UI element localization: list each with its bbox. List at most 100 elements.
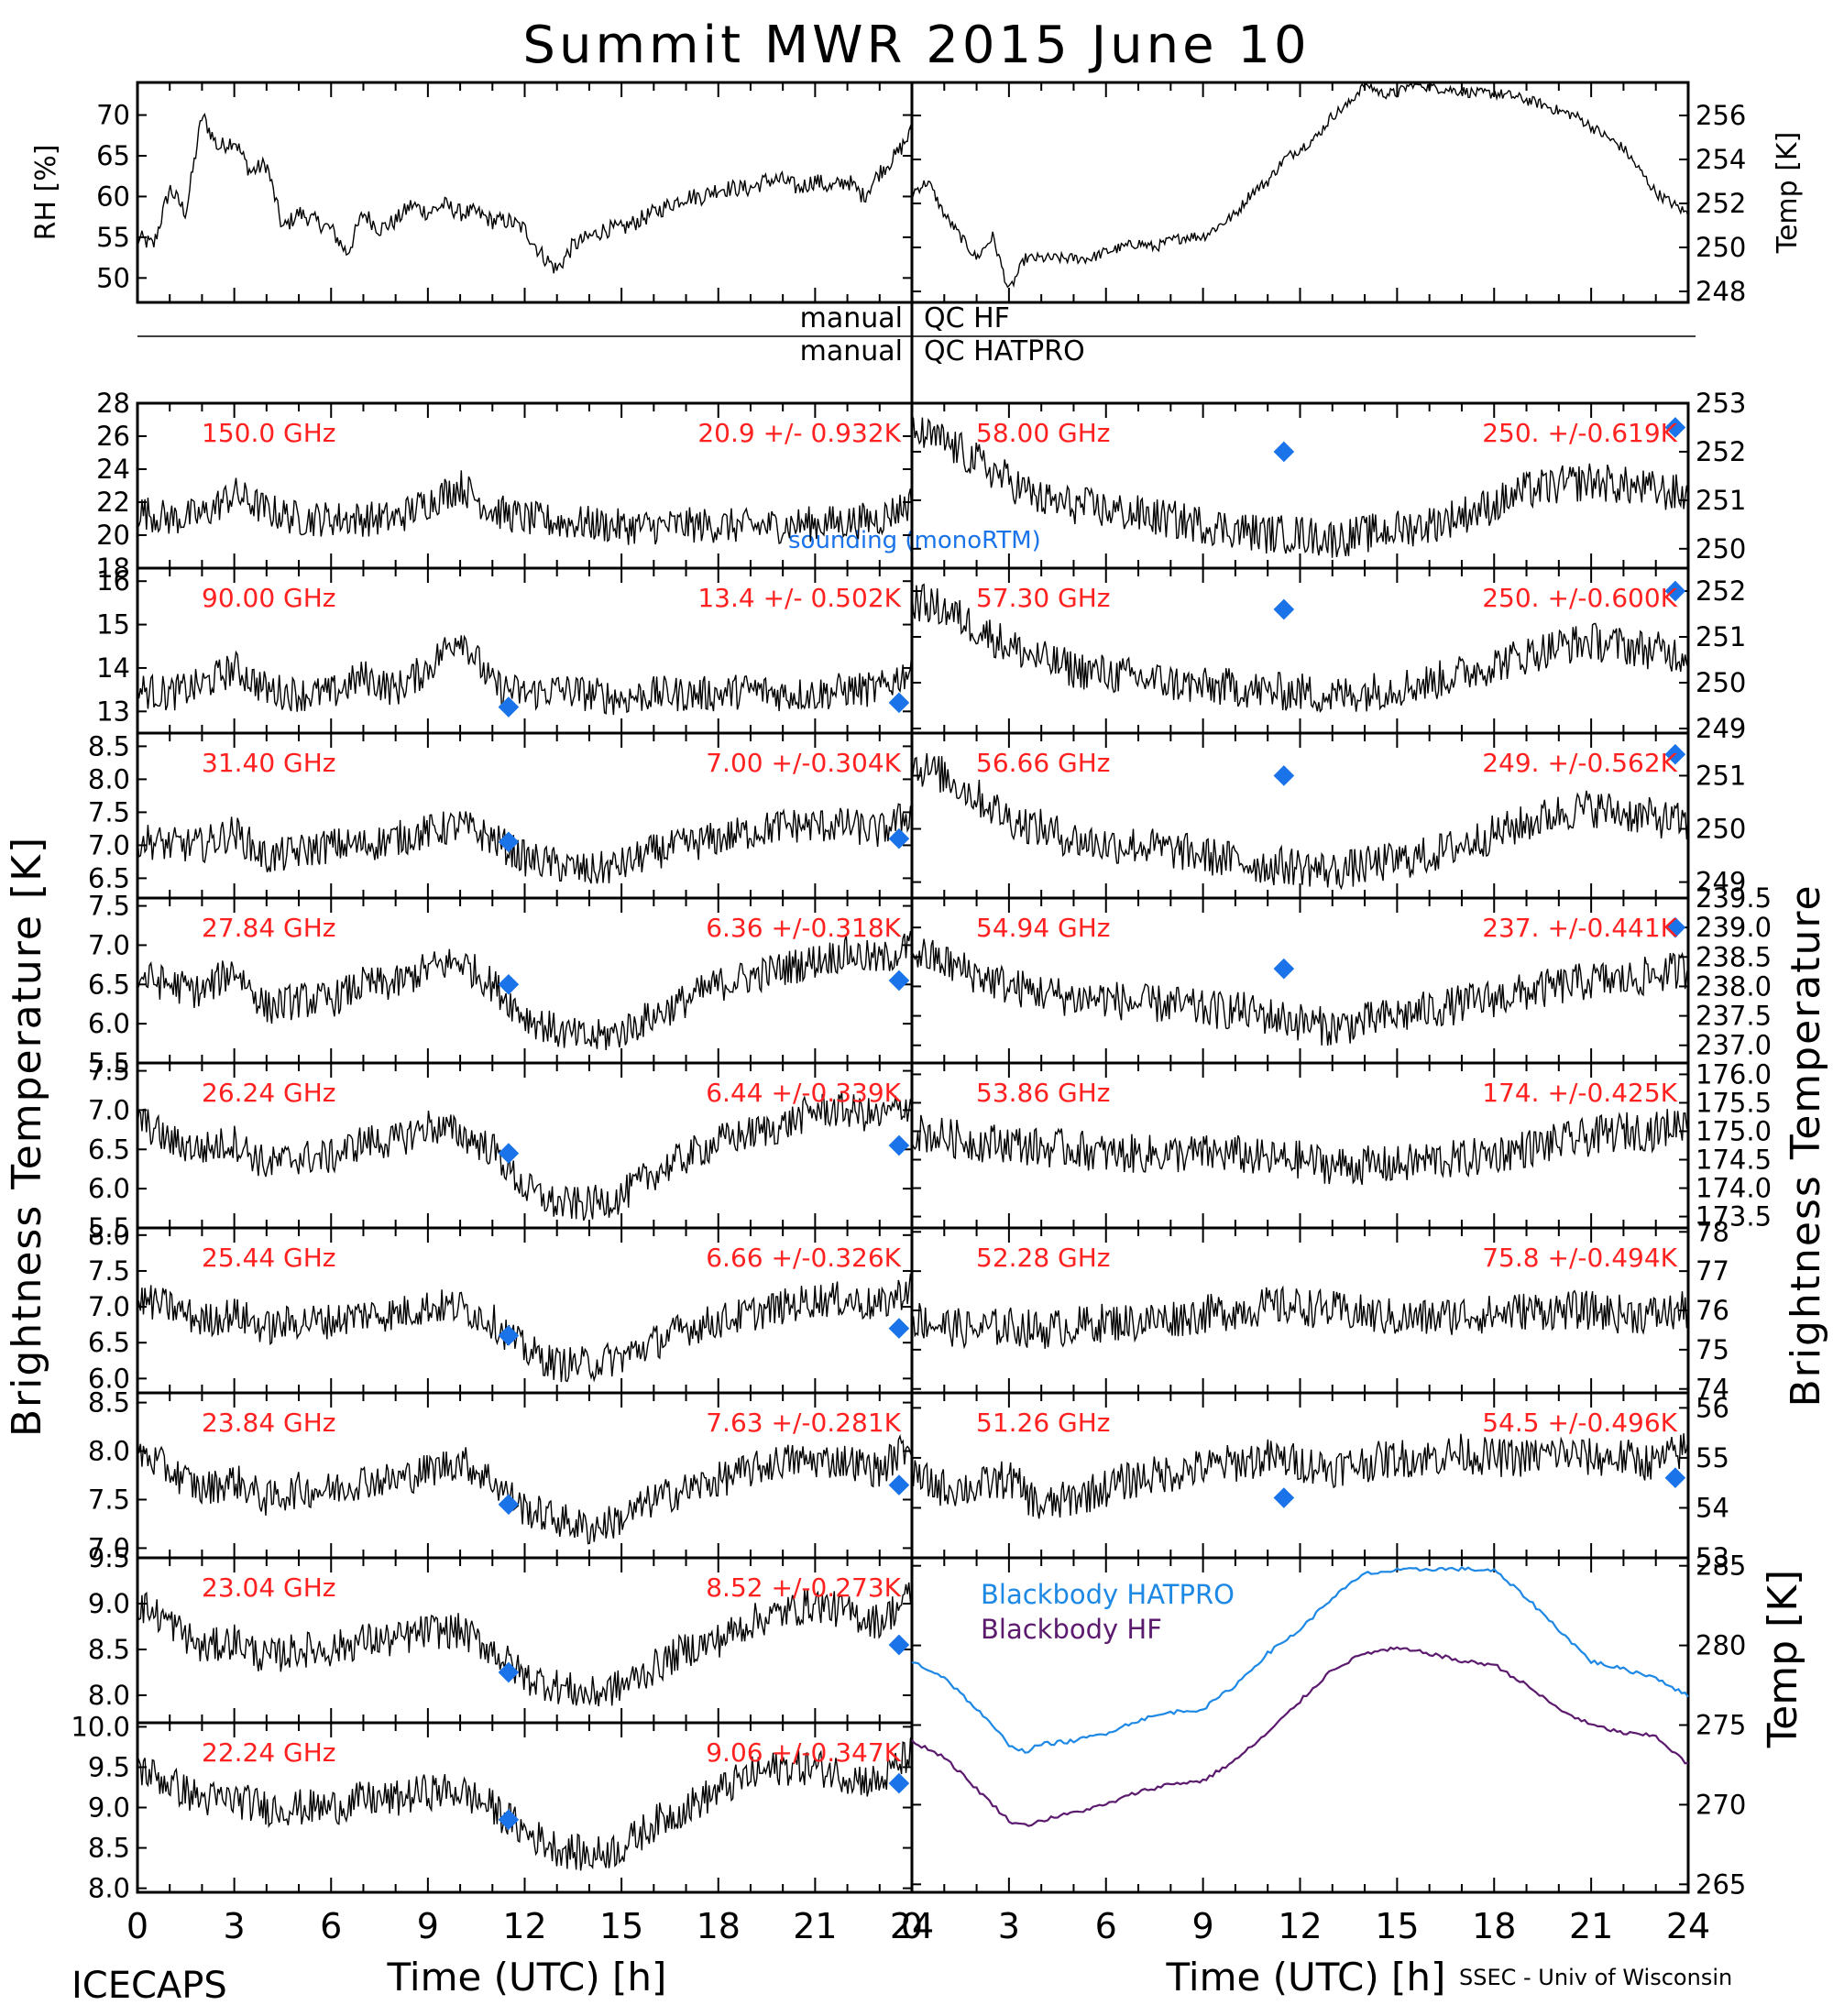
y-tick-label: 7.0 bbox=[88, 829, 130, 860]
x-tick-label-right: 0 bbox=[901, 1906, 923, 1946]
y-tick-label: 250 bbox=[1696, 232, 1746, 263]
y-tick-label: 24 bbox=[96, 454, 130, 485]
x-tick-label-left: 18 bbox=[697, 1906, 741, 1946]
y-tick-label: 26 bbox=[96, 421, 130, 452]
y-tick-label: 239.5 bbox=[1696, 882, 1772, 914]
y-tick-label: 6.0 bbox=[88, 1008, 130, 1039]
y-tick-label: 50 bbox=[96, 262, 130, 293]
y-tick-label: 78 bbox=[1696, 1216, 1729, 1247]
channel-frequency-label: 150.0 GHz bbox=[202, 418, 336, 448]
channel-frequency-label: 25.44 GHz bbox=[202, 1243, 336, 1273]
sounding-marker bbox=[1273, 765, 1295, 786]
y-tick-label: 28 bbox=[96, 388, 130, 419]
channel-frequency-label: 26.24 GHz bbox=[202, 1078, 336, 1108]
y-tick-label: 18 bbox=[96, 553, 130, 584]
y-tick-label: 22 bbox=[96, 487, 130, 518]
y-tick-label: 238.0 bbox=[1696, 970, 1772, 1002]
channel-stat-label: 250. +/-0.600K bbox=[1482, 583, 1677, 613]
sounding-marker bbox=[1664, 580, 1686, 602]
sounding-marker bbox=[888, 1772, 910, 1794]
y-tick-label: 237.5 bbox=[1696, 1001, 1772, 1032]
channel-trace bbox=[911, 583, 1689, 714]
sounding-marker bbox=[498, 1325, 520, 1346]
y-tick-label: 7.0 bbox=[88, 1532, 130, 1563]
y-tick-label: 9.5 bbox=[88, 1751, 130, 1782]
y-tick-label: 275 bbox=[1696, 1710, 1746, 1741]
y-tick-label: 250 bbox=[1696, 667, 1746, 698]
y-tick-label: 7.0 bbox=[88, 1291, 130, 1322]
y-tick-label: 5.5 bbox=[88, 1047, 130, 1079]
footer-icecaps: ICECAPS bbox=[71, 1965, 227, 2007]
channel-stat-label: 174. +/-0.425K bbox=[1482, 1078, 1677, 1108]
channel-frequency-label: 52.28 GHz bbox=[976, 1243, 1111, 1273]
blackbody-legend-entry: Blackbody HF bbox=[981, 1614, 1162, 1645]
y-tick-label: 9.5 bbox=[88, 1542, 130, 1573]
sounding-marker bbox=[498, 973, 520, 995]
y-tick-label: 53 bbox=[1696, 1542, 1729, 1573]
blackbody-legend-entry: Blackbody HATPRO bbox=[981, 1579, 1235, 1610]
x-tick-label-left: 12 bbox=[502, 1906, 546, 1946]
channel-stat-label: 6.44 +/-0.339K bbox=[706, 1078, 901, 1108]
y-tick-label: 70 bbox=[96, 100, 130, 131]
y-tick-label: 239.0 bbox=[1696, 912, 1772, 943]
y-tick-label: 14 bbox=[96, 652, 130, 684]
channel-frequency-label: 23.04 GHz bbox=[202, 1572, 336, 1603]
y-tick-label: 175.5 bbox=[1696, 1087, 1772, 1118]
sounding-marker bbox=[1273, 441, 1295, 463]
sounding-marker bbox=[1664, 417, 1686, 438]
y-tick-label: 250 bbox=[1696, 814, 1746, 845]
channel-trace bbox=[911, 1285, 1689, 1350]
y-tick-label: 9.0 bbox=[88, 1588, 130, 1619]
y-tick-label: 60 bbox=[96, 181, 130, 212]
y-tick-label: 174.0 bbox=[1696, 1173, 1772, 1204]
x-tick-label-right: 6 bbox=[1095, 1906, 1117, 1946]
channel-stat-label: 237. +/-0.441K bbox=[1482, 913, 1677, 943]
channel-stat-label: 20.9 +/- 0.932K bbox=[697, 418, 901, 448]
sounding-marker bbox=[888, 1474, 910, 1496]
channel-stat-label: 249. +/-0.562K bbox=[1482, 748, 1677, 778]
x-axis-label-left: Time (UTC) [h] bbox=[387, 1955, 667, 2000]
sounding-marker bbox=[888, 827, 910, 849]
x-tick-label-left: 9 bbox=[417, 1906, 439, 1946]
y-tick-label: 74 bbox=[1696, 1374, 1729, 1405]
y-tick-label: 251 bbox=[1696, 485, 1746, 516]
y-tick-label: 280 bbox=[1696, 1630, 1746, 1661]
x-tick-label-right: 3 bbox=[998, 1906, 1020, 1946]
sounding-marker bbox=[1664, 743, 1686, 765]
y-tick-label: 6.0 bbox=[88, 1363, 130, 1394]
y-tick-label: 256 bbox=[1696, 100, 1746, 131]
y-tick-label: 251 bbox=[1696, 621, 1746, 652]
channel-frequency-label: 57.30 GHz bbox=[976, 583, 1111, 613]
channel-stat-label: 13.4 +/- 0.502K bbox=[697, 583, 901, 613]
channel-frequency-label: 27.84 GHz bbox=[202, 913, 336, 943]
y-tick-label: 6.5 bbox=[88, 1134, 130, 1165]
sounding-marker bbox=[1664, 916, 1686, 938]
y-tick-label: 175.0 bbox=[1696, 1115, 1772, 1146]
channel-trace bbox=[137, 1734, 913, 1871]
y-tick-label: 65 bbox=[96, 140, 130, 171]
x-tick-label-left: 3 bbox=[224, 1906, 246, 1946]
y-tick-label: 7.5 bbox=[88, 1484, 130, 1515]
qc-label-manual-hatpro: manual bbox=[800, 335, 903, 367]
y-tick-label: 237.0 bbox=[1696, 1030, 1772, 1061]
y-tick-label: 8.0 bbox=[88, 1680, 130, 1711]
x-tick-label-right: 18 bbox=[1472, 1906, 1516, 1946]
y-tick-label: 7.0 bbox=[88, 929, 130, 960]
left-axis-label: Brightness Temperature [K] bbox=[4, 836, 50, 1437]
channel-trace bbox=[137, 803, 913, 884]
temp-axis-label: Temp [K] bbox=[1772, 132, 1804, 255]
qc-label-manual-hf: manual bbox=[800, 302, 903, 334]
channel-trace bbox=[137, 931, 913, 1051]
y-tick-label: 6.5 bbox=[88, 862, 130, 893]
sounding-marker bbox=[498, 1809, 520, 1831]
y-tick-label: 6.0 bbox=[88, 1173, 130, 1204]
y-tick-label: 10.0 bbox=[71, 1711, 130, 1742]
y-tick-label: 265 bbox=[1696, 1868, 1746, 1900]
sounding-marker bbox=[498, 831, 520, 853]
channel-frequency-label: 90.00 GHz bbox=[202, 583, 336, 613]
channel-frequency-label: 58.00 GHz bbox=[976, 418, 1111, 448]
sounding-marker bbox=[498, 1661, 520, 1683]
y-tick-label: 250 bbox=[1696, 533, 1746, 564]
channel-stat-label: 8.52 +/-0.273K bbox=[706, 1572, 901, 1603]
